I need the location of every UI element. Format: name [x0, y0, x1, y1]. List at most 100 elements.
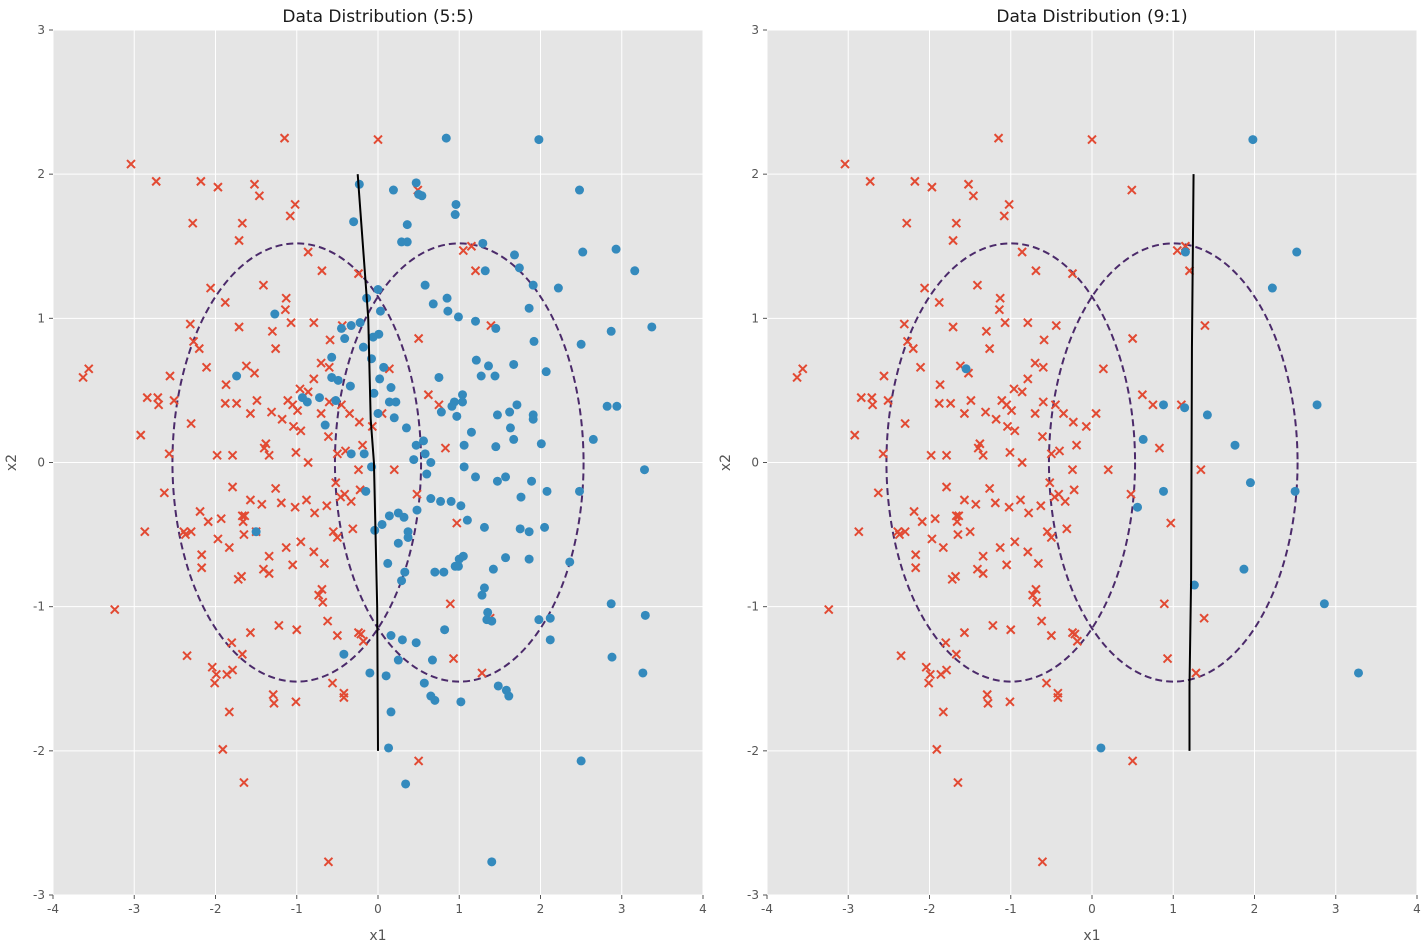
class-x-point: [159, 488, 170, 498]
class-x-point: [203, 516, 213, 527]
class-x-point: [883, 395, 893, 406]
class-o-point: [545, 635, 555, 645]
class-x-point: [1148, 400, 1158, 410]
class-x-point: [254, 191, 265, 201]
x-tick-label: 1: [1169, 902, 1177, 916]
class-x-point: [245, 495, 256, 505]
class-x-point: [983, 698, 993, 708]
class-x-point: [440, 443, 451, 453]
class-x-point: [332, 532, 343, 543]
class-o-point: [458, 551, 468, 561]
x-tick-label: -1: [291, 902, 303, 916]
class-x-point: [910, 176, 920, 187]
class-x-point: [353, 465, 364, 475]
class-x-point: [291, 447, 301, 458]
class-o-point: [458, 397, 467, 407]
y-axis-label: x2: [4, 454, 20, 471]
class-x-point: [1046, 449, 1057, 459]
class-x-point: [78, 372, 88, 383]
class-x-point: [999, 211, 1009, 221]
class-x-point: [1159, 599, 1170, 609]
class-o-point: [528, 410, 538, 420]
class-x-point: [925, 669, 936, 680]
class-o-point: [453, 312, 463, 322]
class-x-point: [991, 414, 1001, 424]
class-x-point: [1031, 584, 1041, 595]
class-x-point: [317, 584, 327, 595]
class-x-point: [879, 371, 889, 381]
class-x-point: [313, 590, 324, 600]
class-o-point: [411, 440, 421, 450]
class-x-point: [309, 508, 320, 518]
class-o-point: [386, 631, 396, 640]
x-tick-label: 2: [537, 902, 545, 916]
class-x-point: [288, 421, 299, 432]
class-x-point: [1030, 408, 1040, 419]
class-o-point: [541, 367, 551, 377]
class-x-point: [1070, 629, 1080, 639]
x-tick-label: 3: [618, 902, 626, 916]
class-x-point: [270, 483, 281, 494]
y-tick-label: 1: [751, 311, 759, 325]
class-x-point: [873, 488, 884, 498]
class-x-point: [1005, 447, 1015, 458]
class-x-point: [207, 662, 217, 672]
class-x-point: [865, 176, 875, 187]
class-x-point: [309, 374, 319, 384]
class-x-point: [1200, 320, 1210, 331]
x-tick-label: 3: [1332, 902, 1340, 916]
class-x-point: [354, 417, 365, 427]
class-x-point: [309, 317, 319, 328]
class-x-point: [1067, 465, 1078, 475]
x-tick-label: -2: [924, 902, 936, 916]
class-o-point: [345, 381, 355, 391]
y-tick-label: -3: [747, 888, 759, 902]
class-x-point: [1030, 358, 1040, 368]
class-o-point: [462, 515, 472, 525]
class-x-point: [1041, 678, 1052, 688]
class-o-point: [417, 191, 427, 201]
y-tick-label: 3: [751, 23, 759, 37]
class-o-point: [355, 318, 365, 328]
class-x-point: [1032, 597, 1042, 608]
class-o-point: [491, 323, 501, 333]
class-x-point: [234, 235, 244, 246]
class-o-point: [422, 469, 432, 479]
class-x-point: [281, 542, 291, 553]
class-o-point: [375, 374, 385, 384]
class-x-point: [295, 384, 305, 394]
class-o-point: [412, 505, 422, 515]
class-x-point: [261, 439, 271, 449]
class-x-point: [327, 678, 338, 688]
class-o-point: [430, 567, 440, 577]
class-x-point: [948, 235, 958, 246]
class-o-point: [1180, 403, 1190, 413]
class-x-point: [209, 678, 220, 688]
class-x-point: [213, 182, 223, 192]
class-o-point: [426, 458, 436, 467]
class-o-point: [384, 511, 394, 521]
class-x-point: [902, 336, 913, 347]
class-x-point: [357, 440, 368, 450]
class-x-point: [237, 649, 248, 659]
class-x-point: [1038, 397, 1048, 407]
class-x-point: [126, 159, 136, 169]
class-o-point: [490, 371, 500, 381]
class-x-point: [367, 421, 378, 432]
chart-title: Data Distribution (5:5): [282, 7, 473, 27]
class-o-point: [442, 293, 452, 303]
class-x-point: [237, 218, 248, 228]
class-x-point: [978, 551, 988, 561]
class-x-point: [245, 408, 256, 419]
class-x-point: [1199, 613, 1209, 623]
x-axis-label: x1: [1083, 928, 1100, 944]
class-x-point: [353, 268, 364, 279]
y-tick-label: 2: [751, 167, 759, 181]
class-o-point: [602, 401, 612, 411]
class-x-point: [1137, 390, 1148, 400]
class-x-point: [470, 266, 481, 276]
class-x-point: [290, 502, 300, 512]
class-x-point: [213, 534, 223, 544]
class-o-point: [611, 244, 621, 254]
